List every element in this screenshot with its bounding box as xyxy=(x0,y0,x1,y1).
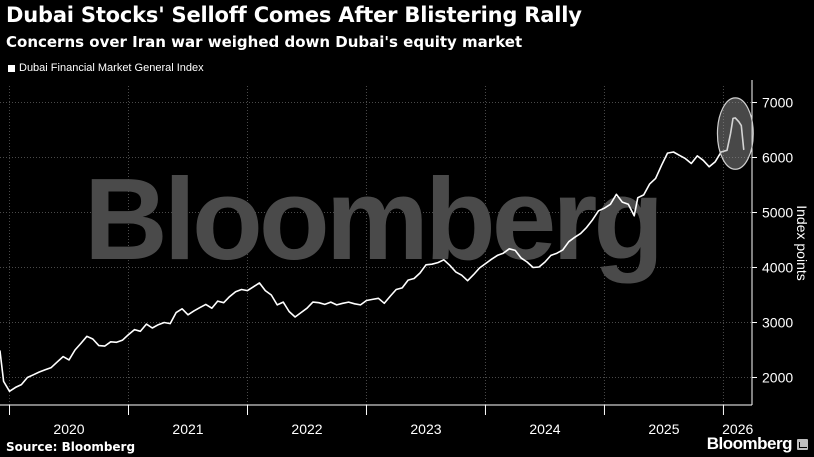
chart-title: Dubai Stocks' Selloff Comes After Bliste… xyxy=(6,3,582,27)
chart-legend: Dubai Financial Market General Index xyxy=(8,62,204,74)
source-note: Source: Bloomberg xyxy=(6,440,136,454)
brand-logo: Bloomberg xyxy=(707,434,808,454)
y-axis-label: Index points xyxy=(794,205,810,281)
chart-subtitle: Concerns over Iran war weighed down Duba… xyxy=(6,33,523,51)
legend-label: Dubai Financial Market General Index xyxy=(19,62,204,74)
y-tick-label-6000: 6000 xyxy=(762,150,793,166)
x-tick-label-2020: 2020 xyxy=(53,421,84,437)
x-tick-label-2023: 2023 xyxy=(410,421,441,437)
x-tick-label-2025: 2025 xyxy=(648,421,679,437)
y-tick-label-7000: 7000 xyxy=(762,95,793,111)
y-tick-label-3000: 3000 xyxy=(762,315,793,331)
brand-label: Bloomberg xyxy=(706,434,793,453)
legend-swatch xyxy=(8,64,15,72)
y-tick-label-2000: 2000 xyxy=(762,370,793,386)
y-tick-label-5000: 5000 xyxy=(762,205,793,221)
highlight-circle xyxy=(716,97,754,170)
y-tick-label-4000: 4000 xyxy=(762,260,793,276)
x-tick-label-2021: 2021 xyxy=(172,421,203,437)
x-tick-label-2026: 2026 xyxy=(722,421,753,437)
x-tick-label-2024: 2024 xyxy=(529,421,560,437)
x-tick-label-2022: 2022 xyxy=(291,421,322,437)
series-line-0 xyxy=(0,117,745,393)
bar-chart-icon xyxy=(797,438,808,450)
